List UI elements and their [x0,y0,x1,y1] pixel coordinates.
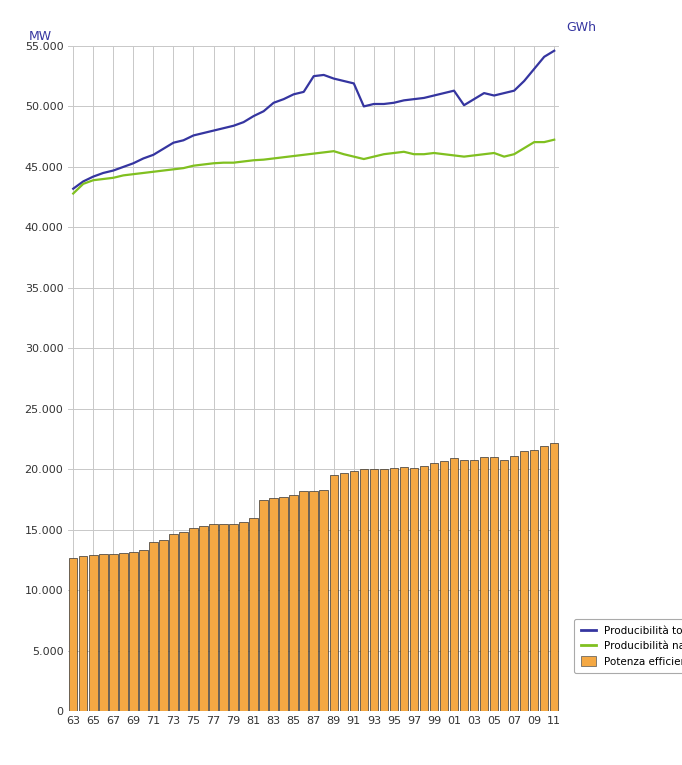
Text: GWh: GWh [566,21,596,34]
Bar [340,473,348,711]
Bar [189,528,198,711]
Legend: Producibilità totale GWh, Producibilità naturale GWh, Potenza efficiente lorda M: Producibilità totale GWh, Producibilità … [574,620,682,673]
Bar [269,498,278,711]
Bar [129,552,138,711]
Bar [299,491,308,711]
Text: MW: MW [29,30,52,43]
Bar [440,461,448,711]
Bar [289,495,298,711]
Bar [119,553,128,711]
Bar [69,558,78,711]
Bar [229,524,238,711]
Bar [169,533,178,711]
Bar [370,470,378,711]
Bar [139,550,147,711]
Bar [99,554,108,711]
Bar [400,467,408,711]
Bar [250,518,258,711]
Bar [220,524,228,711]
Bar [179,532,188,711]
Bar [109,554,117,711]
Bar [430,464,439,711]
Bar [389,467,398,711]
Bar [329,476,338,711]
Bar [319,490,328,711]
Bar [149,542,158,711]
Bar [209,525,218,711]
Bar [199,526,208,711]
Bar [490,457,499,711]
Bar [550,443,559,711]
Bar [410,468,418,711]
Bar [449,458,458,711]
Bar [380,470,388,711]
Bar [350,470,358,711]
Bar [520,451,529,711]
Bar [89,555,98,711]
Bar [540,446,548,711]
Bar [359,470,368,711]
Bar [419,467,428,711]
Bar [259,500,268,711]
Bar [239,522,248,711]
Bar [470,460,478,711]
Bar [460,460,469,711]
Bar [480,457,488,711]
Bar [500,460,508,711]
Bar [79,556,87,711]
Bar [159,540,168,711]
Bar [280,497,288,711]
Bar [530,450,539,711]
Bar [510,455,518,711]
Bar [310,491,318,711]
